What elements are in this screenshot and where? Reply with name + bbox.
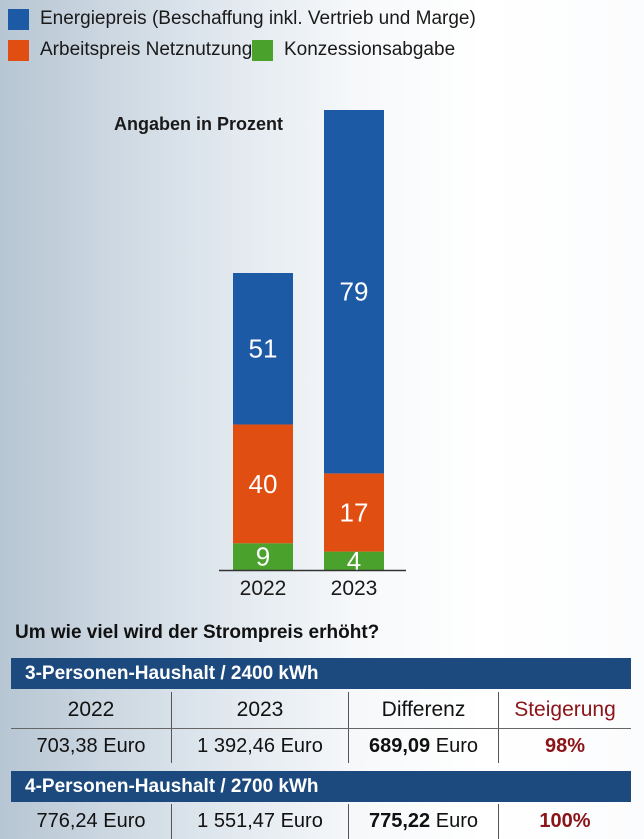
bar-segment-2022-0 bbox=[233, 543, 293, 570]
data-label-2023-0: 4 bbox=[347, 546, 361, 576]
cell-3p-2022: 703,38 Euro bbox=[11, 729, 172, 763]
legend-swatch-konzession bbox=[252, 39, 273, 61]
cell-4p-diff: 775,22 Euro bbox=[349, 804, 499, 839]
cell-4p-2023-unit: Euro bbox=[280, 810, 323, 832]
bar-segment-2022-1 bbox=[233, 424, 293, 544]
legend-swatch-energiepreis bbox=[8, 8, 29, 30]
bar-segment-2023-2 bbox=[324, 110, 384, 474]
cell-4p-diff-unit: Euro bbox=[435, 810, 478, 832]
legend-item-konzession: Konzessionsabgabe bbox=[252, 39, 455, 61]
data-label-2022-1: 40 bbox=[249, 469, 278, 499]
cell-3p-increase: 98% bbox=[544, 734, 586, 757]
cell-3p-2023-value: 1 392,46 bbox=[197, 734, 276, 757]
bar-segment-2023-0 bbox=[324, 551, 384, 570]
legend-label-arbeitspreis: Arbeitspreis Netznutzung bbox=[40, 39, 253, 60]
cell-4p-increase: 100% bbox=[539, 810, 591, 832]
legend-swatch-arbeitspreis bbox=[8, 39, 29, 61]
table-divider bbox=[11, 728, 631, 729]
legend-label-energiepreis: Energiepreis (Beschaffung inkl. Vertrieb… bbox=[40, 8, 476, 29]
bar-segment-2022-2 bbox=[233, 273, 293, 425]
cell-4p-diff-value: 775,22 bbox=[369, 810, 431, 832]
table-column-header-row: 2022 2023 Differenz Steigerung bbox=[11, 692, 631, 728]
cell-3p-2022-unit: Euro bbox=[103, 734, 146, 757]
column-header-2023: 2023 bbox=[172, 692, 349, 728]
stacked-bar-chart: 9 40 51 2022 4 17 79 2023 bbox=[219, 110, 406, 600]
table-row-3-persons: 703,38 Euro 1 392,46 Euro 689,09 Euro 98… bbox=[11, 729, 631, 763]
cell-3p-2023: 1 392,46 Euro bbox=[172, 729, 349, 763]
household-header-3-persons: 3-Personen-Haushalt / 2400 kWh bbox=[11, 658, 631, 689]
column-header-2022: 2022 bbox=[11, 692, 172, 728]
x-tick-label-2023: 2023 bbox=[331, 577, 378, 600]
data-label-2022-2: 51 bbox=[249, 334, 278, 364]
cell-4p-2023: 1 551,47 Euro bbox=[172, 804, 349, 839]
cell-4p-2023-value: 1 551,47 bbox=[197, 810, 276, 832]
column-header-differenz: Differenz bbox=[349, 692, 499, 728]
unit-note: Angaben in Prozent bbox=[114, 114, 284, 134]
x-tick-label-2022: 2022 bbox=[240, 577, 287, 600]
bar-segment-2023-1 bbox=[324, 473, 384, 552]
cell-3p-2022-value: 703,38 bbox=[36, 734, 98, 757]
legend-item-energiepreis: Energiepreis (Beschaffung inkl. Vertrieb… bbox=[8, 8, 476, 30]
data-label-2023-2: 79 bbox=[340, 277, 369, 307]
column-header-steigerung: Steigerung bbox=[514, 698, 616, 721]
data-label-2022-0: 9 bbox=[256, 542, 270, 572]
cell-4p-2022-unit: Euro bbox=[103, 810, 146, 832]
household-header-4-persons: 4-Personen-Haushalt / 2700 kWh bbox=[11, 771, 631, 802]
cell-3p-diff: 689,09 Euro bbox=[349, 729, 499, 763]
cell-4p-2022-value: 776,24 bbox=[36, 810, 98, 832]
table-row-4-persons: 776,24 Euro 1 551,47 Euro 775,22 Euro 10… bbox=[11, 804, 631, 839]
cell-3p-diff-unit: Euro bbox=[435, 734, 478, 757]
question-heading: Um wie viel wird der Strompreis erhöht? bbox=[15, 622, 380, 643]
cell-3p-diff-value: 689,09 bbox=[369, 734, 431, 757]
legend-item-arbeitspreis: Arbeitspreis Netznutzung bbox=[8, 39, 252, 61]
legend-label-konzession: Konzessionsabgabe bbox=[284, 39, 456, 60]
cell-3p-2023-unit: Euro bbox=[280, 734, 323, 757]
cell-4p-2022: 776,24 Euro bbox=[11, 804, 172, 839]
data-label-2023-1: 17 bbox=[340, 498, 369, 528]
